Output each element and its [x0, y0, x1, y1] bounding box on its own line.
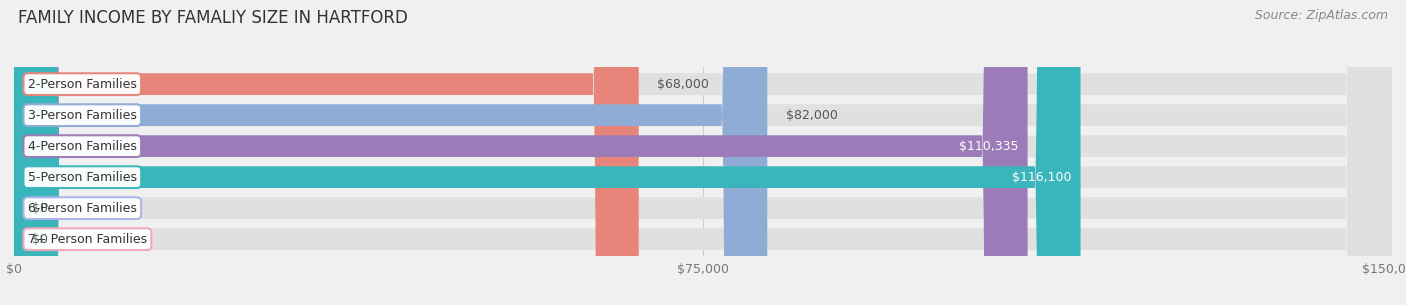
- Text: $68,000: $68,000: [657, 78, 709, 91]
- FancyBboxPatch shape: [14, 0, 768, 305]
- FancyBboxPatch shape: [14, 0, 1392, 305]
- Text: $116,100: $116,100: [1012, 171, 1071, 184]
- Text: FAMILY INCOME BY FAMALIY SIZE IN HARTFORD: FAMILY INCOME BY FAMALIY SIZE IN HARTFOR…: [18, 9, 408, 27]
- Text: 5-Person Families: 5-Person Families: [28, 171, 136, 184]
- Text: $0: $0: [32, 233, 48, 246]
- Text: 3-Person Families: 3-Person Families: [28, 109, 136, 122]
- FancyBboxPatch shape: [14, 0, 1392, 305]
- Text: 2-Person Families: 2-Person Families: [28, 78, 136, 91]
- Text: $82,000: $82,000: [786, 109, 838, 122]
- Text: $0: $0: [32, 202, 48, 215]
- Text: 6-Person Families: 6-Person Families: [28, 202, 136, 215]
- Text: $110,335: $110,335: [959, 140, 1018, 152]
- FancyBboxPatch shape: [14, 0, 638, 305]
- FancyBboxPatch shape: [14, 0, 1392, 305]
- FancyBboxPatch shape: [14, 0, 1392, 305]
- Text: 4-Person Families: 4-Person Families: [28, 140, 136, 152]
- FancyBboxPatch shape: [14, 0, 1028, 305]
- Text: Source: ZipAtlas.com: Source: ZipAtlas.com: [1254, 9, 1388, 22]
- FancyBboxPatch shape: [14, 0, 1392, 305]
- Text: 7+ Person Families: 7+ Person Families: [28, 233, 148, 246]
- FancyBboxPatch shape: [14, 0, 1392, 305]
- FancyBboxPatch shape: [14, 0, 1081, 305]
